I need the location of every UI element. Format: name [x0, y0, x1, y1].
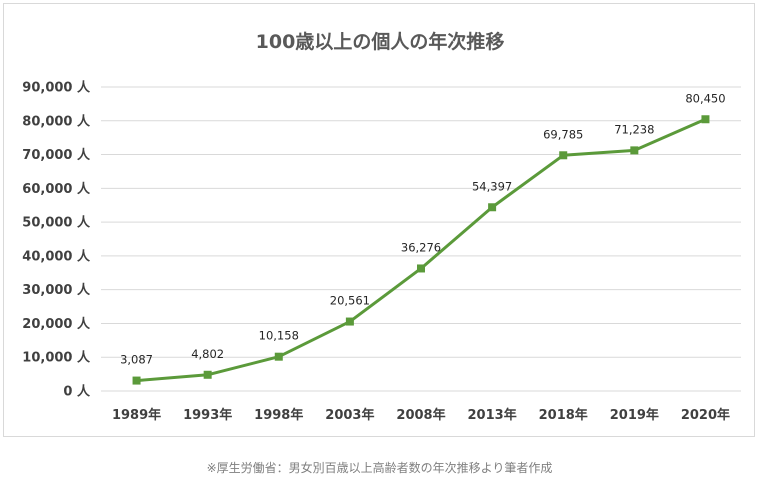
data-label: 20,561	[330, 294, 370, 308]
x-tick-label: 2003年	[325, 407, 374, 423]
x-tick-label: 2013年	[468, 407, 517, 423]
y-tick-label: 10,000 人	[22, 350, 91, 366]
data-label: 4,802	[191, 347, 224, 361]
data-point-marker	[417, 264, 425, 273]
y-tick-label: 60,000 人	[22, 181, 91, 197]
x-tick-label: 2018年	[539, 407, 588, 423]
y-tick-label: 90,000 人	[22, 80, 91, 96]
data-point-marker	[488, 203, 497, 212]
y-tick-label: 20,000 人	[22, 316, 91, 332]
series-line-group: 3,087 4,802 10,158 20,561 36,276 54,397 69,785…	[120, 91, 726, 385]
x-tick-label: 1993年	[183, 407, 232, 423]
y-tick-label: 50,000 人	[22, 215, 91, 231]
chart-frame: 100歳以上の個人の年次推移 0 人 10,000 人 20,000 人 30,000…	[3, 3, 755, 437]
data-point-marker	[630, 146, 639, 155]
y-tick-label: 80,000 人	[22, 113, 91, 129]
data-label: 10,158	[259, 329, 299, 343]
data-point-marker	[274, 352, 283, 361]
x-tick-label: 2019年	[610, 407, 659, 423]
data-point-marker	[345, 317, 354, 326]
data-point-marker	[701, 115, 710, 124]
y-tick-label: 40,000 人	[22, 248, 91, 264]
y-tick-label: 30,000 人	[22, 282, 91, 298]
source-note: ※厚生労働省：男女別百歳以上高齢者数の年次推移より筆者作成	[206, 461, 553, 475]
data-label: 36,276	[401, 240, 441, 254]
data-point-marker	[203, 370, 212, 379]
line-chart: 100歳以上の個人の年次推移 0 人 10,000 人 20,000 人 30,000…	[22, 30, 741, 423]
x-tick-label: 1989年	[112, 407, 161, 423]
data-point-marker	[559, 151, 568, 160]
data-label: 69,785	[543, 127, 583, 141]
data-label: 54,397	[472, 179, 512, 193]
gridlines	[101, 86, 741, 392]
data-label: 80,450	[685, 91, 725, 105]
y-tick-label: 0 人	[63, 384, 91, 400]
data-label: 71,238	[614, 122, 654, 136]
x-axis-ticks: 1989年 1993年 1998年 2003年 2008年 2013年 2018年 2019年…	[112, 407, 730, 423]
x-tick-label: 2020年	[681, 407, 730, 423]
chart-title: 100歳以上の個人の年次推移	[256, 30, 505, 53]
x-tick-label: 2008年	[396, 407, 445, 423]
y-tick-label: 70,000 人	[22, 147, 91, 163]
x-tick-label: 1998年	[254, 407, 303, 423]
data-label: 3,087	[120, 353, 153, 367]
data-point-marker	[132, 376, 141, 385]
y-axis-ticks: 0 人 10,000 人 20,000 人 30,000 人 40,000 人 50,00…	[22, 80, 91, 400]
